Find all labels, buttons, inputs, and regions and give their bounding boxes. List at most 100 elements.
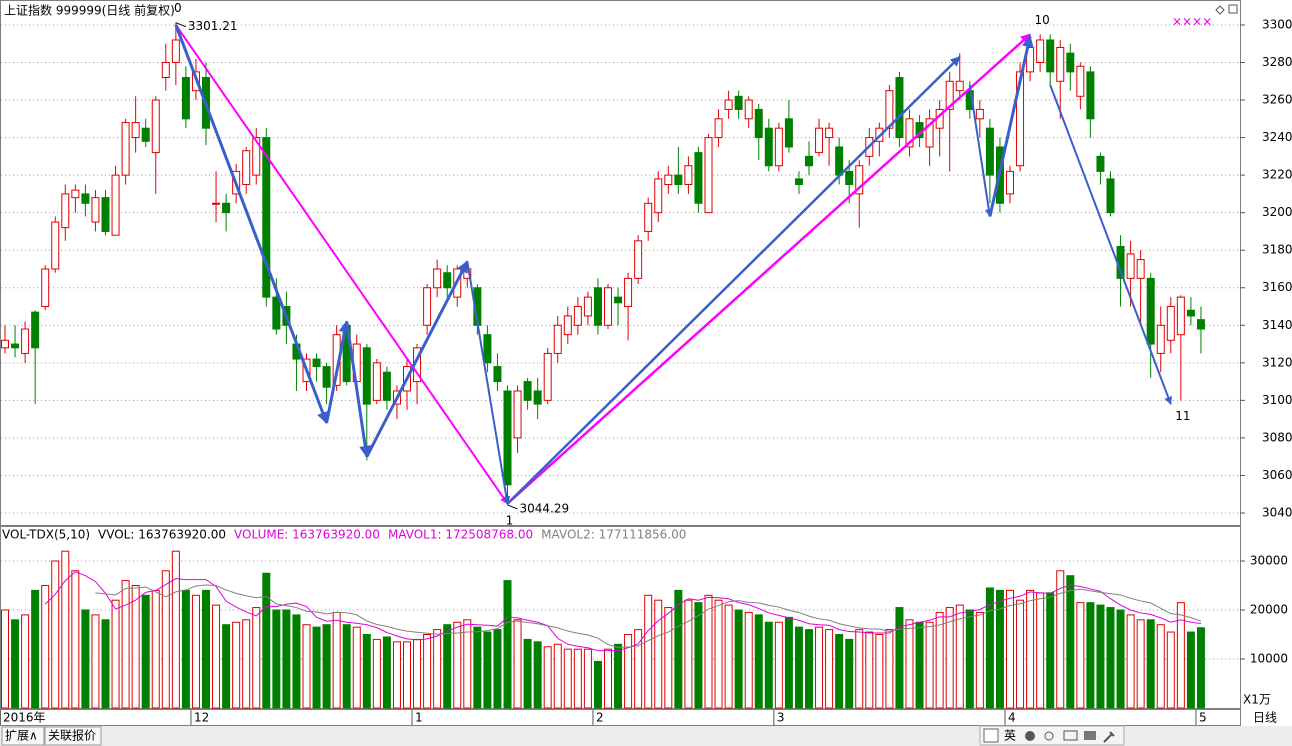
- ime-icon[interactable]: [1084, 731, 1096, 740]
- candle-body: [774, 127, 783, 167]
- candle-body: [634, 240, 643, 279]
- candle-body: [674, 174, 683, 186]
- candle-body: [754, 108, 763, 139]
- candle-body: [855, 165, 864, 195]
- volume-bar: [674, 589, 683, 709]
- candle-body: [654, 178, 663, 214]
- candle-body: [1126, 253, 1135, 279]
- status-bar: [0, 726, 1292, 746]
- ime-icon[interactable]: [1044, 731, 1054, 741]
- volume-bar: [995, 589, 1004, 709]
- volume-bar: [835, 634, 844, 709]
- candle-body: [171, 39, 180, 64]
- candle-body: [61, 193, 70, 229]
- volume-bar: [212, 604, 221, 709]
- window-icon[interactable]: [1228, 4, 1238, 14]
- volume-bar: [905, 619, 914, 709]
- candle-body: [624, 277, 633, 308]
- tab-label[interactable]: 关联报价: [48, 728, 96, 743]
- volume-bar: [222, 624, 231, 709]
- ime-icon[interactable]: [1063, 730, 1078, 741]
- tab[interactable]: [44, 726, 102, 746]
- volume-header: MAVOL2: 177111856.00: [541, 528, 686, 542]
- candle-body: [985, 127, 994, 176]
- y-tick-label: 3100: [1262, 393, 1292, 407]
- volume-bar: [1, 609, 9, 709]
- volume-bar: [202, 589, 210, 709]
- ime-toolbar[interactable]: [979, 725, 1125, 746]
- ime-icon[interactable]: [1103, 731, 1115, 743]
- candle-body: [925, 118, 934, 148]
- volume-bar: [1086, 602, 1095, 709]
- candle-body: [252, 137, 261, 176]
- volume-bar: [413, 638, 422, 709]
- candle-body: [955, 80, 964, 92]
- volume-bar: [81, 609, 90, 709]
- candle-body: [734, 95, 743, 110]
- ime-mode[interactable]: 英: [1004, 729, 1016, 743]
- candle-body: [141, 127, 150, 142]
- candle-body: [1136, 259, 1145, 279]
- ime-icon[interactable]: [983, 728, 999, 743]
- volume-bar: [312, 626, 321, 709]
- wave-label: 1: [506, 513, 514, 527]
- volume-bar: [895, 607, 904, 709]
- candle-body: [71, 189, 80, 199]
- volume-bar: [262, 572, 271, 709]
- volume-bar: [583, 648, 592, 709]
- wave-arrow: [325, 320, 351, 424]
- candle-body: [1076, 65, 1085, 97]
- volume-header: VOL-TDX(5,10): [2, 528, 90, 542]
- volume-bar: [1006, 589, 1014, 709]
- x-tick-label: 5: [1199, 711, 1207, 725]
- volume-bar: [1166, 631, 1175, 709]
- volume-bar: [955, 604, 964, 709]
- volume-bar: [342, 624, 351, 709]
- candle-body: [262, 137, 271, 298]
- y-tick-label: 3060: [1262, 468, 1292, 482]
- candle-body: [604, 287, 612, 326]
- candle-body: [31, 311, 40, 349]
- candle-body: [784, 118, 793, 148]
- tab-label[interactable]: 扩展∧: [5, 729, 38, 743]
- volume-bar: [553, 643, 562, 709]
- candle-body: [1046, 39, 1055, 73]
- candle-body: [11, 343, 20, 349]
- candle-body: [684, 165, 693, 186]
- candle-body: [764, 127, 773, 167]
- volume-bar: [744, 611, 753, 709]
- tab[interactable]: [1, 726, 45, 746]
- volume-bar: [563, 648, 572, 709]
- candle-body: [975, 108, 984, 120]
- volume-bar: [815, 626, 824, 709]
- candle-body: [161, 62, 170, 79]
- wave-label: 11: [1175, 409, 1190, 423]
- candle-body: [1106, 178, 1115, 214]
- extreme-label: 3301.21: [188, 19, 238, 33]
- volume-bar: [1126, 614, 1135, 709]
- candle-body: [1166, 306, 1175, 341]
- volume-bar: [1116, 609, 1125, 709]
- volume-bar: [684, 599, 693, 709]
- volume-bar: [362, 634, 371, 709]
- volume-bar: [694, 602, 703, 709]
- volume-bar: [151, 589, 160, 709]
- volume-bar: [634, 629, 643, 709]
- volume-bar: [784, 616, 793, 709]
- volume-bar: [131, 585, 140, 709]
- candle-body: [51, 221, 60, 270]
- candle-body: [151, 99, 160, 154]
- diamond-icon[interactable]: [1215, 5, 1225, 15]
- corner-marks: ××××: [1172, 15, 1212, 29]
- y-tick-label: 3300: [1262, 17, 1292, 31]
- x-tick-label: 1: [415, 711, 423, 725]
- volume-bar: [1046, 592, 1055, 709]
- volume-bar: [624, 634, 633, 709]
- ime-icon[interactable]: [1025, 731, 1035, 741]
- candle-body: [724, 99, 733, 110]
- candle-body: [382, 371, 391, 401]
- candle-body: [272, 296, 281, 330]
- volume-bar: [121, 580, 130, 709]
- candle-body: [91, 197, 100, 223]
- candle-body: [563, 315, 572, 336]
